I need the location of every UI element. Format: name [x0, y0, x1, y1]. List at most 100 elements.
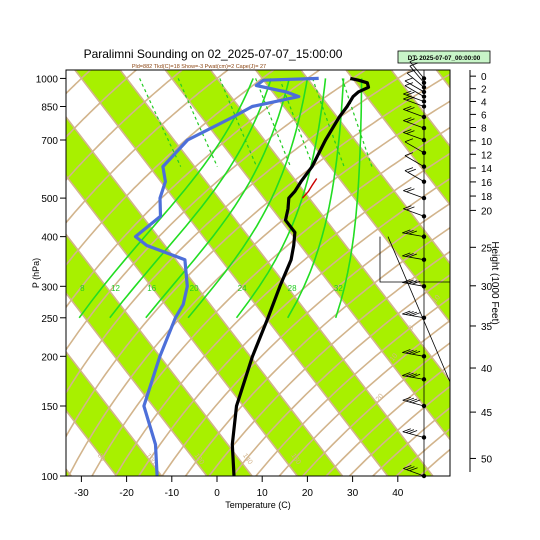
x-tick-label: 10: [257, 488, 269, 499]
wind-level-dot: [421, 284, 427, 289]
wind-barb-flag: [402, 310, 411, 315]
wind-barb-flag: [403, 90, 412, 95]
mixing-ratio-line: [341, 78, 373, 167]
wind-barb-flag: [403, 465, 412, 469]
wind-barb-flag: [406, 206, 415, 211]
wind-barb-flag: [403, 187, 412, 191]
wind-barb-flag: [402, 229, 411, 234]
mixing-ratio-line: [255, 78, 292, 167]
dt-badge: DT: 2025-07-07_00:00:00: [397, 50, 491, 64]
wind-barb-flag: [404, 138, 414, 143]
y-tick-label: 850: [41, 102, 58, 113]
wind-barb: [409, 65, 425, 84]
wind-barb-flag: [405, 372, 414, 377]
wind-barb-flag: [402, 349, 411, 353]
moist-adiabat-label: 28: [288, 284, 297, 293]
wind-panel-edge: [379, 236, 450, 283]
wind-barb-flag: [403, 106, 412, 110]
wind-level-dot: [421, 179, 427, 184]
isotherm-label: 0: [407, 324, 415, 332]
wind-level-dot: [421, 76, 427, 81]
dry-adiabat: [66, 70, 320, 309]
y-tick-label: 400: [41, 233, 58, 244]
wind-level-dot: [421, 85, 427, 90]
height-tick-label: 16: [481, 178, 493, 189]
wind-barb-flag: [409, 467, 418, 472]
wind-barb: [409, 61, 425, 79]
y-tick-label: 200: [41, 352, 58, 363]
wind-barb-flag: [404, 82, 414, 86]
dry-adiabat: [114, 152, 450, 476]
dry-adiabat: [67, 100, 450, 476]
wind-level-dot: [421, 104, 427, 109]
wind-level-dot: [421, 214, 427, 219]
x-axis-label: Temperature (C): [225, 500, 291, 510]
height-tick-label: 0: [481, 72, 487, 83]
wind-barb-flag: [412, 399, 421, 404]
wind-barb: [404, 141, 425, 154]
y-tick-label: 250: [41, 314, 58, 325]
wind-barb-flag: [405, 253, 414, 257]
wind-barb-flag: [411, 280, 421, 285]
wind-barb-flag: [408, 253, 417, 258]
moist-adiabat: [109, 78, 272, 319]
height-tick-label: 12: [481, 150, 493, 161]
mixing-ratio-line: [219, 78, 258, 167]
wind-barb: [406, 72, 425, 88]
height-tick-label: 2: [481, 85, 487, 96]
y-tick-label: 100: [41, 472, 58, 483]
y-tick-label: 1000: [36, 74, 59, 85]
y-tick-label: 300: [41, 282, 58, 293]
y-tick-label: 500: [41, 194, 58, 205]
dry-adiabat: [66, 70, 183, 182]
wind-level-dot: [421, 114, 427, 120]
dry-adiabat: [208, 250, 450, 476]
wind-barb-flag: [402, 428, 411, 433]
dry-adiabat: [161, 202, 450, 476]
wind-barb-flag: [402, 396, 411, 401]
wind-barb: [404, 155, 425, 167]
moist-adiabat-label: 12: [111, 284, 120, 293]
dry-adiabat: [66, 70, 229, 224]
wind-barb-flag: [404, 152, 414, 157]
moist-adiabat-label: 8: [80, 284, 85, 293]
moist-adiabat-label: 16: [147, 284, 156, 293]
wind-barb-flag: [403, 129, 412, 133]
wind-barb-flag: [408, 398, 418, 403]
wind-level-dot: [421, 150, 427, 156]
dry-adiabat: [255, 297, 450, 476]
wind-barb-flag: [407, 168, 416, 173]
wind-barb-flag: [402, 372, 411, 376]
wind-barb-flag: [406, 130, 415, 134]
dt-badge-label: DT: 2025-07-07_00:00:00: [408, 55, 481, 62]
isotherm-line: [66, 291, 208, 476]
wind-level-dot: [421, 80, 427, 85]
wind-barb-flag: [406, 91, 415, 96]
wind-level-dot: [421, 89, 427, 95]
height-tick-label: 8: [481, 123, 487, 134]
wind-barb-flag: [405, 311, 414, 315]
height-tick-label: 20: [481, 206, 493, 217]
x-tick-label: 0: [214, 488, 220, 499]
height-tick-label: 25: [481, 243, 493, 254]
dry-adiabat: [184, 226, 450, 476]
wind-barb-flag: [408, 350, 417, 355]
x-tick-label: -30: [74, 488, 89, 499]
moist-adiabat-label: 24: [238, 284, 247, 293]
wind-level-dot: [421, 315, 427, 320]
moist-adiabat: [78, 78, 254, 319]
dry-adiabat-label: 50: [23, 452, 33, 462]
x-tick-label: 20: [302, 488, 314, 499]
wind-barb-flag: [405, 349, 414, 354]
wind-barb-flag: [408, 311, 417, 316]
chart-title: Paralimni Sounding on 02_2025-07-07_15:0…: [84, 47, 343, 61]
isotherm-line: [390, 70, 450, 148]
wind-barb-flag: [404, 167, 414, 172]
dewpoint-line: [133, 76, 319, 476]
isotherm-label: 20: [458, 270, 468, 281]
wind-barb-flag: [406, 466, 415, 470]
moist-adiabat: [334, 78, 363, 319]
wind-barb-flag: [404, 77, 414, 82]
isotherm-line: [66, 174, 298, 476]
